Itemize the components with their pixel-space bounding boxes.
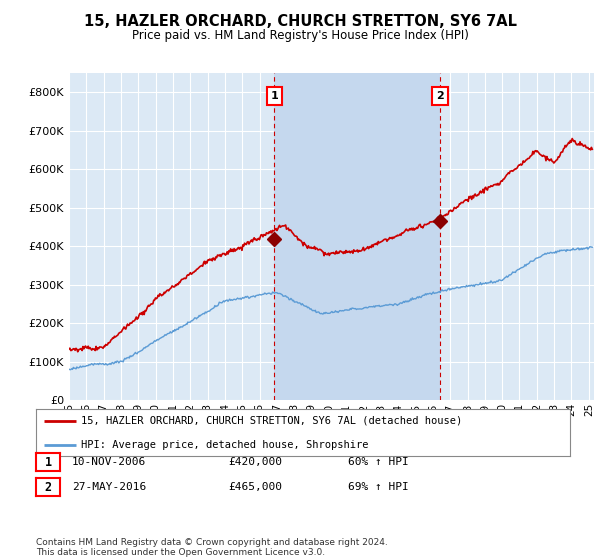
Text: HPI: Average price, detached house, Shropshire: HPI: Average price, detached house, Shro… <box>82 440 369 450</box>
Text: 1: 1 <box>271 91 278 101</box>
Bar <box>274 73 440 400</box>
Text: £420,000: £420,000 <box>228 457 282 467</box>
Text: 15, HAZLER ORCHARD, CHURCH STRETTON, SY6 7AL: 15, HAZLER ORCHARD, CHURCH STRETTON, SY6… <box>83 14 517 29</box>
Text: 2: 2 <box>44 480 52 494</box>
Text: 60% ↑ HPI: 60% ↑ HPI <box>348 457 409 467</box>
Text: 2: 2 <box>436 91 444 101</box>
Text: 10-NOV-2006: 10-NOV-2006 <box>72 457 146 467</box>
Text: £465,000: £465,000 <box>228 482 282 492</box>
Text: 1: 1 <box>44 455 52 469</box>
Text: 15, HAZLER ORCHARD, CHURCH STRETTON, SY6 7AL (detached house): 15, HAZLER ORCHARD, CHURCH STRETTON, SY6… <box>82 416 463 426</box>
Text: Price paid vs. HM Land Registry's House Price Index (HPI): Price paid vs. HM Land Registry's House … <box>131 29 469 42</box>
Text: 69% ↑ HPI: 69% ↑ HPI <box>348 482 409 492</box>
Text: Contains HM Land Registry data © Crown copyright and database right 2024.
This d: Contains HM Land Registry data © Crown c… <box>36 538 388 557</box>
Text: 27-MAY-2016: 27-MAY-2016 <box>72 482 146 492</box>
